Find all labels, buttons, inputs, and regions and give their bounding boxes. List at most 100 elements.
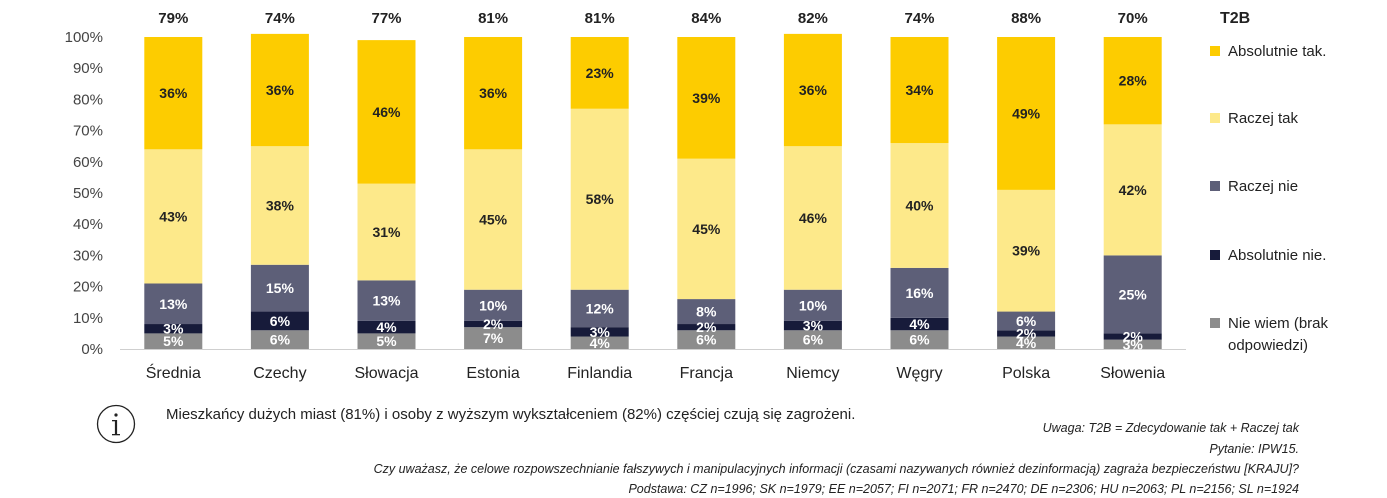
- data-label: 39%: [1012, 243, 1041, 259]
- y-tick-label: 20%: [73, 279, 103, 296]
- t2b-label: 79%: [158, 10, 188, 27]
- x-tick-label: Słowenia: [1100, 365, 1165, 382]
- t2b-label: 74%: [904, 10, 934, 27]
- note-podstawa: Podstawa: CZ n=1996; SK n=1979; EE n=205…: [628, 482, 1299, 496]
- x-tick-label: Niemcy: [786, 365, 839, 382]
- note-pytanie: Pytanie: IPW15.: [1209, 442, 1299, 456]
- data-label: 23%: [586, 65, 615, 81]
- bar-segment: [144, 324, 203, 334]
- bar-segment: [570, 289, 629, 328]
- bar-segment: [677, 299, 736, 325]
- bar-segment: [250, 33, 309, 147]
- data-label: 39%: [692, 90, 721, 106]
- data-label: 3%: [590, 324, 611, 340]
- data-label: 5%: [163, 333, 184, 349]
- legend-item-absolutnie-nie: Absolutnie nie.: [1210, 245, 1368, 267]
- bar-segment: [570, 327, 629, 337]
- bar-segment: [357, 320, 416, 334]
- legend-item-nie-wiem: Nie wiem (brak odpowiedzi): [1210, 313, 1368, 357]
- x-tick-label: Czechy: [253, 365, 306, 382]
- data-label: 36%: [479, 85, 508, 101]
- data-label: 6%: [909, 332, 930, 348]
- bar-segment: [997, 330, 1056, 337]
- bar-segment: [250, 311, 309, 331]
- x-tick-label: Finlandia: [567, 365, 632, 382]
- data-label: 4%: [909, 316, 930, 332]
- legend-item-raczej-nie: Raczej nie: [1210, 176, 1368, 198]
- bar-segment: [890, 317, 949, 331]
- t2b-label: 81%: [585, 10, 615, 27]
- data-label: 6%: [803, 332, 824, 348]
- data-label: 16%: [905, 285, 934, 301]
- data-label: 49%: [1012, 105, 1041, 121]
- bar-segment: [357, 280, 416, 321]
- data-label: 46%: [799, 210, 828, 226]
- bar-segment: [250, 146, 309, 265]
- bar-segment: [357, 333, 416, 349]
- t2b-label: 84%: [691, 10, 721, 27]
- bar-segment: [464, 37, 523, 150]
- data-label: 3%: [1123, 336, 1144, 352]
- t2b-label: 70%: [1118, 10, 1148, 27]
- bar-segment: [890, 330, 949, 349]
- bar-segment: [677, 158, 736, 300]
- data-label: 38%: [266, 197, 295, 213]
- data-label: 36%: [266, 82, 295, 98]
- bar-segment: [783, 146, 842, 290]
- x-tick-label: Średnia: [146, 363, 201, 382]
- data-label: 5%: [376, 333, 397, 349]
- bar-segment: [997, 311, 1056, 331]
- bar-segment: [1103, 255, 1162, 334]
- data-label: 6%: [1016, 313, 1037, 329]
- info-icon: [96, 404, 136, 444]
- data-label: 46%: [372, 104, 401, 120]
- data-label: 43%: [159, 208, 188, 224]
- bar-segment: [250, 264, 309, 312]
- x-tick-label: Węgry: [896, 365, 942, 382]
- y-tick-label: 30%: [73, 247, 103, 264]
- data-label: 6%: [696, 332, 717, 348]
- bar-segment: [570, 108, 629, 290]
- legend-swatch: [1210, 113, 1220, 123]
- bar-segment: [357, 183, 416, 281]
- data-label: 25%: [1119, 286, 1148, 302]
- data-label: 7%: [483, 330, 504, 346]
- data-label: 31%: [372, 224, 401, 240]
- bar-segment: [144, 37, 203, 150]
- bar-segment: [464, 327, 523, 349]
- data-label: 34%: [905, 82, 934, 98]
- y-tick-label: 50%: [73, 185, 103, 202]
- bar-segment: [1103, 333, 1162, 340]
- legend-item-raczej-tak: Raczej tak: [1210, 108, 1368, 130]
- x-tick-label: Francja: [680, 365, 733, 382]
- legend-label: Raczej nie: [1228, 178, 1299, 195]
- data-label: 45%: [479, 212, 508, 228]
- bar-segment: [357, 40, 416, 184]
- bar-segment: [783, 320, 842, 331]
- legend-label: Absolutnie nie.: [1228, 247, 1327, 264]
- y-tick-label: 10%: [73, 310, 103, 327]
- bar-segment: [783, 33, 842, 147]
- x-tick-label: Estonia: [466, 365, 519, 382]
- legend-label: Raczej tak: [1228, 110, 1299, 127]
- stacked-bar-chart: 0%10%20%30%40%50%60%70%80%90%100%5%3%13%…: [65, 10, 1186, 382]
- data-label: 42%: [1119, 182, 1148, 198]
- bar-segment: [464, 320, 523, 328]
- bar-segment: [1103, 339, 1162, 349]
- data-label: 58%: [586, 191, 615, 207]
- t2b-label: 81%: [478, 10, 508, 27]
- data-label: 10%: [479, 297, 508, 313]
- bar-segment: [144, 149, 203, 284]
- legend-swatch: [1210, 318, 1220, 328]
- data-label: 6%: [270, 313, 291, 329]
- legend-item-absolutnie-tak: Absolutnie tak.: [1210, 41, 1368, 63]
- bar-segment: [144, 283, 203, 325]
- data-label: 15%: [266, 280, 295, 296]
- data-label: 40%: [905, 197, 934, 213]
- data-label: 12%: [586, 300, 615, 316]
- x-tick-label: Polska: [1002, 365, 1050, 382]
- bar-segment: [570, 37, 629, 109]
- y-tick-label: 70%: [73, 123, 103, 140]
- bar-segment: [997, 189, 1056, 312]
- legend-label: Absolutnie tak.: [1228, 43, 1327, 60]
